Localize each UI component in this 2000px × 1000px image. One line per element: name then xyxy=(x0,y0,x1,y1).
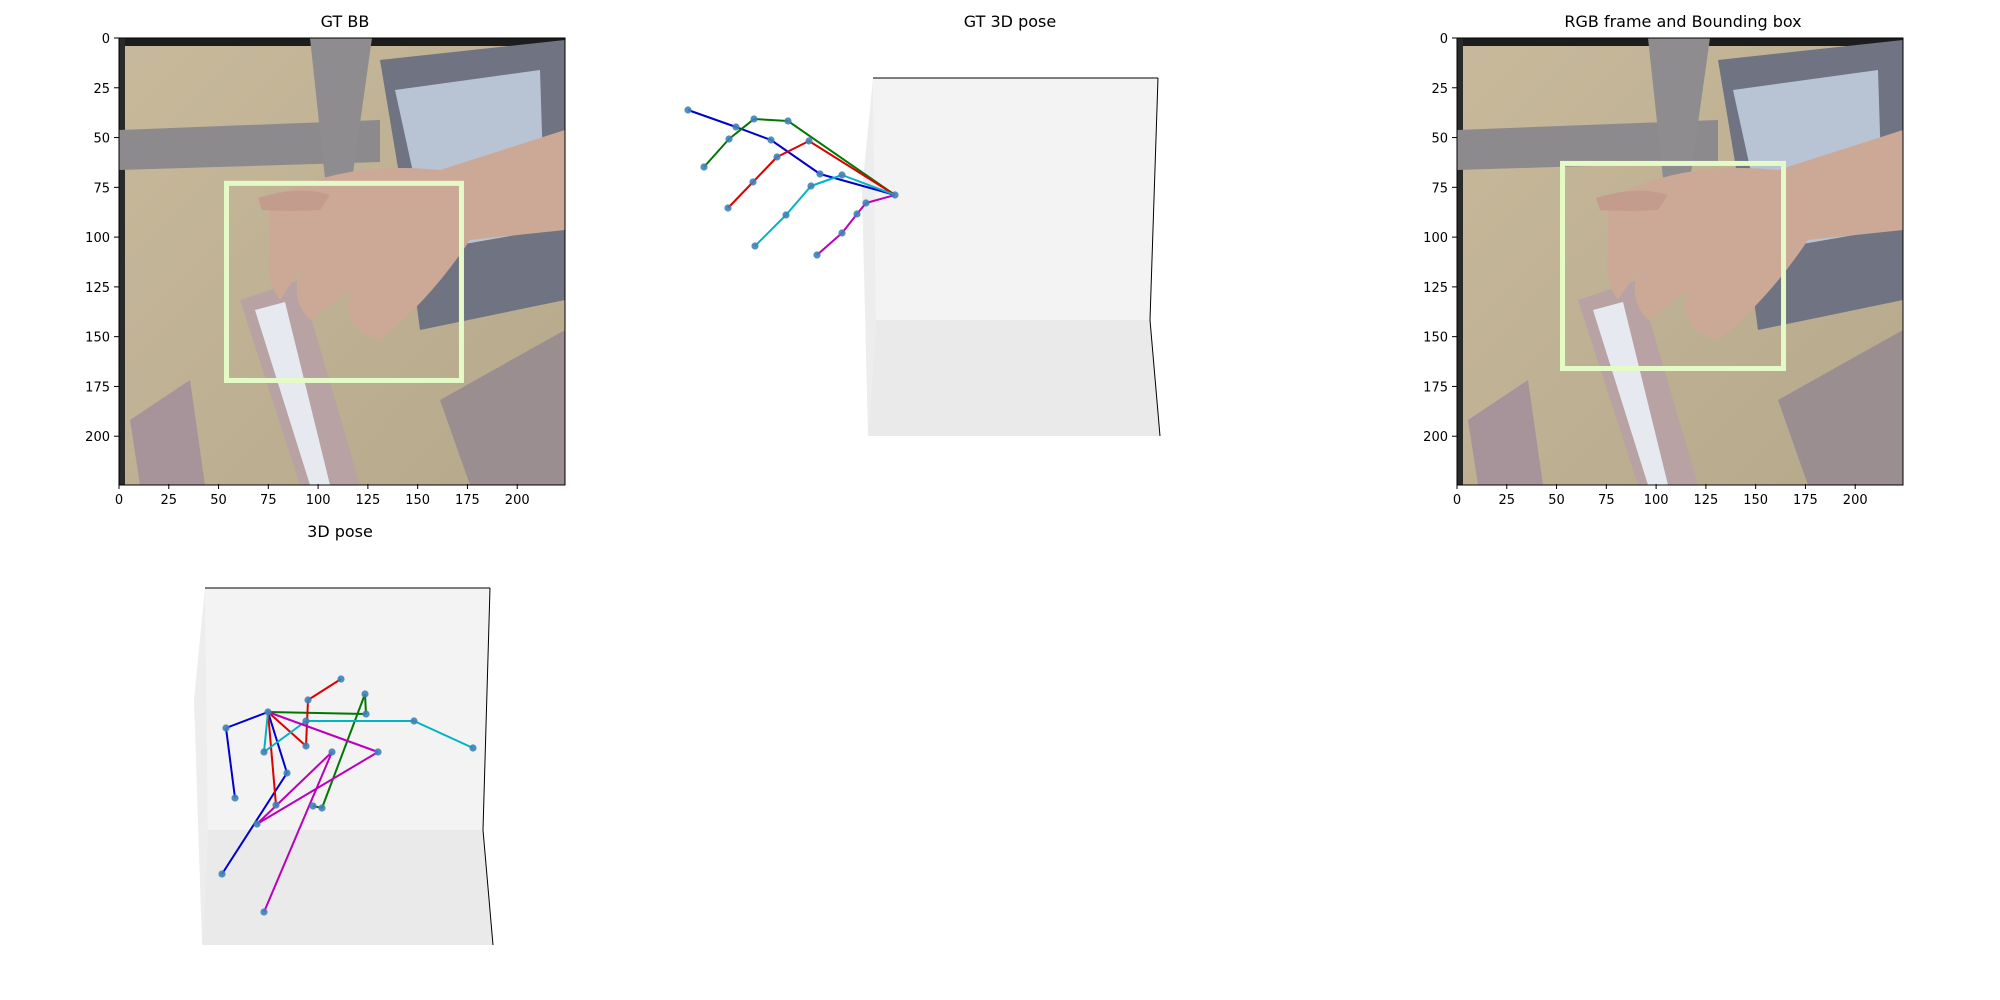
x-tick-label: 125 xyxy=(1693,493,1718,508)
y-tick-label: 200 xyxy=(1423,430,1448,445)
y-tick-label: 0 xyxy=(102,32,110,47)
y-tick-label: 0 xyxy=(1440,32,1448,47)
y-tick-label: 50 xyxy=(1431,132,1448,147)
x-tick-label: 50 xyxy=(1548,493,1565,508)
panel-gt-3d-pose: GT 3D pose xyxy=(700,0,1320,510)
y-tick-label: 25 xyxy=(93,82,110,97)
y-axis: 0 25 50 75 100 125 150 175 200 xyxy=(1423,32,1457,445)
x-tick-label: 25 xyxy=(161,493,178,508)
x-tick-label: 150 xyxy=(1743,493,1768,508)
panel-3d-pose: 3D pose xyxy=(40,508,640,998)
x-tick-label: 0 xyxy=(115,493,123,508)
y-tick-label: 175 xyxy=(1423,380,1448,395)
y-tick-label: 200 xyxy=(85,430,110,445)
x-tick-label: 200 xyxy=(1843,493,1868,508)
x-tick-label: 175 xyxy=(1793,493,1818,508)
x-tick-label: 175 xyxy=(455,493,480,508)
x-tick-label: 100 xyxy=(306,493,331,508)
y-tick-label: 150 xyxy=(85,331,110,346)
y-tick-label: 25 xyxy=(1431,82,1448,97)
axes-frame xyxy=(1456,37,1904,486)
y-tick-label: 75 xyxy=(93,181,110,196)
y-tick-label: 150 xyxy=(1423,331,1448,346)
x-tick-label: 125 xyxy=(355,493,380,508)
chart-title: GT BB xyxy=(320,12,370,31)
panel-gt-bb: GT BB xyxy=(0,0,600,510)
y-tick-label: 50 xyxy=(93,132,110,147)
x-tick-label: 25 xyxy=(1499,493,1516,508)
y-tick-label: 100 xyxy=(85,231,110,246)
y-axis: 0 25 50 75 100 125 150 175 200 xyxy=(85,32,119,445)
bounding-box xyxy=(224,180,464,383)
y-tick-label: 125 xyxy=(85,281,110,296)
chart-title: GT 3D pose xyxy=(963,12,1057,31)
y-tick-label: 125 xyxy=(1423,281,1448,296)
image-axes: 0 25 50 75 100 125 150 175 200 0 25 50 75 100 125 150 1… xyxy=(1423,32,1904,508)
x-tick-label: 75 xyxy=(260,493,277,508)
joint-thumb4 xyxy=(684,106,692,114)
x-tick-label: 200 xyxy=(505,493,530,508)
x-tick-label: 50 xyxy=(210,493,227,508)
axes-frame xyxy=(118,37,566,486)
x-tick-label: 75 xyxy=(1598,493,1615,508)
x-axis: 0 25 50 75 100 125 150 175 200 xyxy=(115,484,530,508)
photo-background xyxy=(119,38,565,485)
x-tick-label: 100 xyxy=(1644,493,1669,508)
y-tick-label: 100 xyxy=(1423,231,1448,246)
y-tick-label: 175 xyxy=(85,380,110,395)
image-axes: 0 25 50 75 100 125 150 175 200 0 25 50 75 100 125 150 1… xyxy=(85,32,566,508)
bounding-box xyxy=(1560,160,1787,372)
chart-title: RGB frame and Bounding box xyxy=(1564,12,1802,31)
panel-rgb-bb: RGB frame and Bounding box xyxy=(1338,0,1938,510)
chart-title: 3D pose xyxy=(307,522,373,541)
photo-background xyxy=(1457,38,1903,485)
x-axis: 0 25 50 75 100 125 150 175 200 xyxy=(1453,484,1868,508)
y-tick-label: 75 xyxy=(1431,181,1448,196)
x-tick-label: 150 xyxy=(405,493,430,508)
x-tick-label: 0 xyxy=(1453,493,1461,508)
